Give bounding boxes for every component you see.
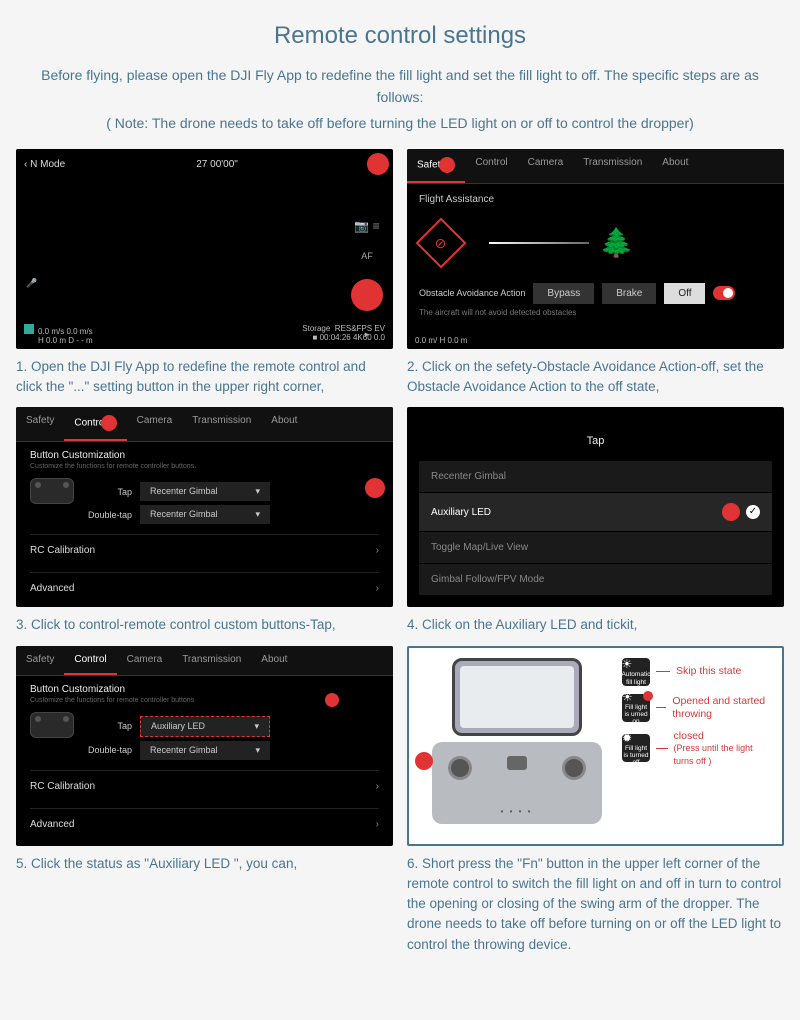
tab-about[interactable]: About xyxy=(652,149,698,183)
note-text: ( Note: The drone needs to take off befo… xyxy=(16,115,784,131)
bypass-button[interactable]: Bypass xyxy=(533,283,594,304)
oa-label: Obstacle Avoidance Action xyxy=(419,288,525,298)
opt-aux-led[interactable]: Auxiliary LED ✓ xyxy=(419,493,772,531)
auto-light-icon: ☀Automatic fill light xyxy=(622,658,650,686)
opt-toggle-map[interactable]: Toggle Map/Live View xyxy=(419,532,772,563)
flight-assistance-label: Flight Assistance xyxy=(419,194,772,205)
controller-icon xyxy=(30,478,74,504)
light-off-icon: ✹Fill light is turned off xyxy=(622,734,650,762)
rc-calibration[interactable]: RC Calibration› xyxy=(30,534,379,566)
tab-control[interactable]: Control xyxy=(465,149,517,183)
tabs-2: Safety Control Camera Transmission About xyxy=(407,149,784,184)
af-label: AF xyxy=(361,251,373,261)
obstacle-icon: ⊘ xyxy=(416,217,467,268)
screenshot-2: Safety Control Camera Transmission About… xyxy=(407,149,784,349)
off-button[interactable]: Off xyxy=(664,283,705,304)
intro-text: Before flying, please open the DJI Fly A… xyxy=(16,64,784,109)
tap-aux-select[interactable]: Auxiliary LED▾ xyxy=(140,716,270,737)
row-1: ‹ N Mode 27 00'00" ⋯ 📷 ≡ AF ▸ 🎤 0.0 m/s … xyxy=(16,149,784,398)
oa-subtext: The aircraft will not avoid detected obs… xyxy=(419,308,772,317)
record-button[interactable] xyxy=(351,279,383,311)
caption-2: 2. Click on the sefety-Obstacle Avoidanc… xyxy=(407,357,784,398)
fn-button-highlight xyxy=(415,752,433,770)
caption-3: 3. Click to control-remote control custo… xyxy=(16,615,393,635)
screenshot-4: Tap Recenter Gimbal Auxiliary LED ✓ Togg… xyxy=(407,407,784,607)
speed-stats: 0.0 m/s 0.0 m/s xyxy=(38,327,93,336)
tap-heading: Tap xyxy=(419,435,772,447)
tab-transmission[interactable]: Transmission xyxy=(573,149,652,183)
controller-diagram: • • • • xyxy=(419,658,614,834)
tab-safety[interactable]: Safety xyxy=(407,149,465,183)
skip-state-text: Skip this state xyxy=(676,665,741,678)
closed-text: closed(Press until the light turns off ) xyxy=(674,730,772,768)
screenshot-3: Safety Control Camera Transmission About… xyxy=(16,407,393,607)
advanced[interactable]: Advanced› xyxy=(30,572,379,604)
tab-control-active[interactable]: Control xyxy=(64,407,126,441)
opt-recenter[interactable]: Recenter Gimbal xyxy=(419,461,772,492)
caption-1: 1. Open the DJI Fly App to redefine the … xyxy=(16,357,393,398)
caption-4: 4. Click on the Auxiliary LED and tickit… xyxy=(407,615,784,635)
row-3: Safety Control Camera Transmission About… xyxy=(16,646,784,955)
alt-readout: 0.0 m/ H 0.0 m xyxy=(415,336,467,345)
highlight-dot xyxy=(365,478,385,498)
highlight-dot xyxy=(367,153,389,175)
caption-6: 6. Short press the "Fn" button in the up… xyxy=(407,854,784,955)
arrow-icon xyxy=(489,242,589,244)
tree-icon: 🌲 xyxy=(599,226,634,259)
tap-select[interactable]: Recenter Gimbal▾ xyxy=(140,482,270,501)
controller-icon xyxy=(30,712,74,738)
screenshot-5: Safety Control Camera Transmission About… xyxy=(16,646,393,846)
row-2: Safety Control Camera Transmission About… xyxy=(16,407,784,635)
screenshot-6: • • • • ☀Automatic fill light Skip this … xyxy=(407,646,784,846)
caption-5: 5. Click the status as "Auxiliary LED ",… xyxy=(16,854,393,874)
camera-icon: 📷 ≡ xyxy=(354,219,379,233)
brake-button[interactable]: Brake xyxy=(602,283,656,304)
dtap-select[interactable]: Recenter Gimbal▾ xyxy=(140,741,270,760)
oa-toggle[interactable] xyxy=(713,286,735,300)
light-on-icon: ☀Fill light is urned on xyxy=(622,694,650,722)
dtap-select[interactable]: Recenter Gimbal▾ xyxy=(140,505,270,524)
button-custom-heading: Button Customization xyxy=(30,450,379,461)
check-icon: ✓ xyxy=(746,505,760,519)
screenshot-1: ‹ N Mode 27 00'00" ⋯ 📷 ≡ AF ▸ 🎤 0.0 m/s … xyxy=(16,149,393,349)
page-title: Remote control settings xyxy=(16,22,784,50)
back-icon: ‹ N Mode xyxy=(24,159,65,170)
tab-camera[interactable]: Camera xyxy=(518,149,574,183)
timer: 27 00'00" xyxy=(196,159,238,170)
opt-gimbal[interactable]: Gimbal Follow/FPV Mode xyxy=(419,564,772,595)
opened-text: Opened and started throwing xyxy=(672,695,772,720)
mic-icon: 🎤 xyxy=(26,278,37,289)
